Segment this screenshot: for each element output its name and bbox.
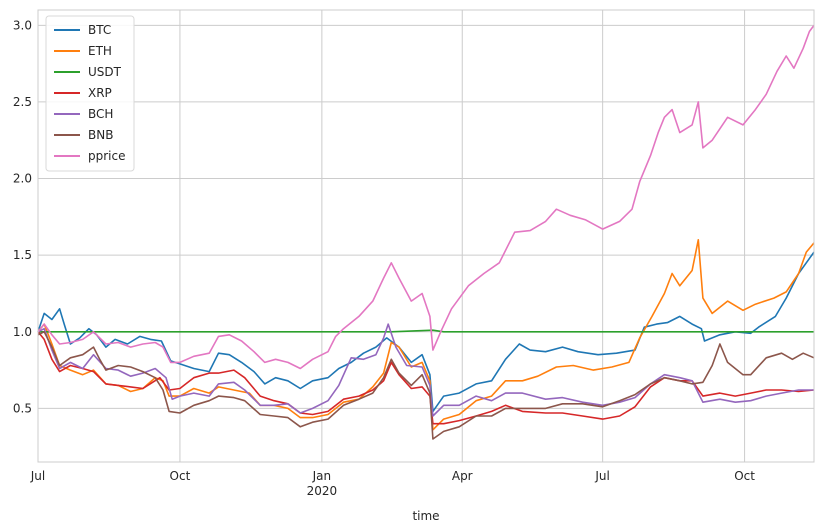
legend-label: BNB bbox=[88, 128, 113, 142]
legend-label: BCH bbox=[88, 107, 113, 121]
x-tick-label: Jul bbox=[30, 469, 45, 483]
x-tick-label: Oct bbox=[734, 469, 755, 483]
x-tick-label: Jul bbox=[594, 469, 609, 483]
y-tick-label: 2.0 bbox=[13, 172, 32, 186]
x-axis-title: time bbox=[412, 509, 439, 523]
legend-label: pprice bbox=[88, 149, 125, 163]
legend-label: USDT bbox=[88, 65, 122, 79]
legend-box bbox=[45, 15, 135, 172]
y-tick-label: 2.5 bbox=[13, 95, 32, 109]
legend: BTC ETH USDT XRP BCH BNB pprice bbox=[45, 15, 135, 172]
series-line-pprice bbox=[37, 24, 815, 370]
legend-label: XRP bbox=[88, 86, 112, 100]
series-lines bbox=[37, 24, 815, 440]
y-axis: 0.5 1.0 1.5 2.0 2.5 3.0 bbox=[13, 18, 32, 415]
legend-label: ETH bbox=[88, 44, 112, 58]
series-line-eth bbox=[37, 239, 815, 431]
y-tick-label: 1.5 bbox=[13, 248, 32, 262]
x-tick-label: Jan bbox=[312, 469, 332, 483]
series-line-bnb bbox=[37, 331, 815, 440]
plot-frame bbox=[37, 9, 815, 463]
y-tick-label: 3.0 bbox=[13, 18, 32, 32]
x-tick-label: Oct bbox=[170, 469, 191, 483]
x-tick-label: Apr bbox=[452, 469, 473, 483]
x-tick-sublabel: 2020 bbox=[307, 484, 338, 498]
series-line-bch bbox=[37, 323, 814, 417]
legend-label: BTC bbox=[88, 23, 111, 37]
plot-area bbox=[38, 10, 814, 462]
y-tick-label: 0.5 bbox=[13, 401, 32, 415]
series-line-usdt bbox=[38, 329, 814, 333]
y-tick-label: 1.0 bbox=[13, 325, 32, 339]
